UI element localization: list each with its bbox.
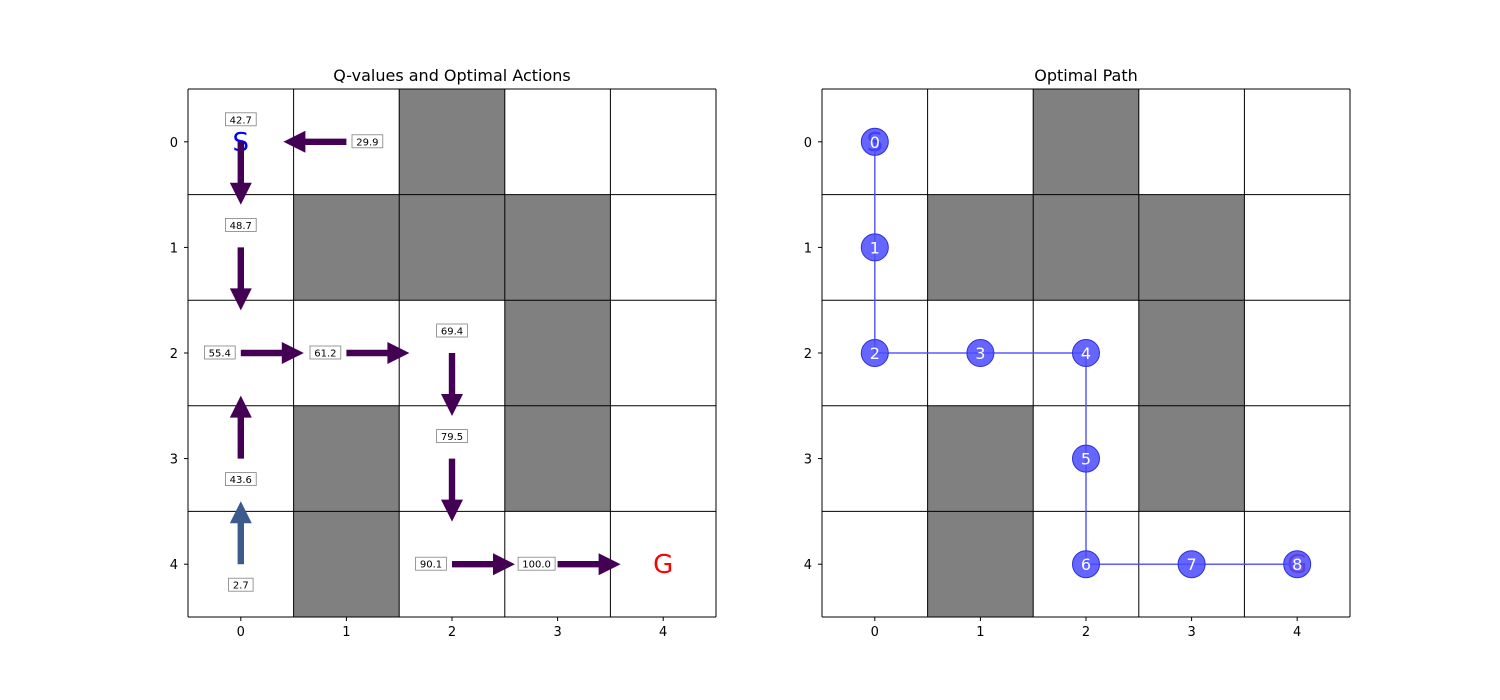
goal-label: G xyxy=(653,550,673,580)
q-value-box xyxy=(224,112,257,127)
path-point xyxy=(966,339,995,367)
y-tick-label: 0 xyxy=(804,136,812,151)
q-value-box xyxy=(436,429,468,444)
wall-cell xyxy=(504,194,611,301)
action-arrow xyxy=(240,342,304,364)
path-step-label: 6 xyxy=(1081,555,1091,574)
path-step-label: 3 xyxy=(975,344,985,363)
optimal-path-panel: 0123401234SG012345678 xyxy=(804,88,1351,640)
wall-cell xyxy=(1138,194,1245,301)
y-tick-label: 2 xyxy=(804,347,812,362)
wall-cell xyxy=(399,194,505,301)
q-value-label: 90.1 xyxy=(420,560,442,571)
wall-cell xyxy=(504,300,611,406)
action-arrow xyxy=(557,553,621,576)
path-step-label: 5 xyxy=(1081,450,1091,469)
wall-cell xyxy=(293,194,400,301)
q-value-label: 43.6 xyxy=(230,475,252,486)
x-tick-label: 2 xyxy=(1082,625,1090,640)
q-value-box xyxy=(224,472,257,487)
wall-cell xyxy=(1138,300,1245,406)
wall-cell xyxy=(399,89,505,195)
action-arrow xyxy=(441,353,463,416)
action-arrow xyxy=(346,342,410,364)
x-tick-label: 1 xyxy=(342,625,350,640)
path-step-label: 0 xyxy=(870,133,880,152)
q-value-label: 2.7 xyxy=(233,581,249,592)
x-tick-label: 0 xyxy=(871,625,879,640)
path-point xyxy=(1072,339,1100,367)
q-value-box xyxy=(228,577,254,592)
q-value-label: 79.5 xyxy=(441,432,463,443)
x-tick-label: 4 xyxy=(1293,625,1301,640)
y-tick-label: 3 xyxy=(804,453,812,468)
wall-cell xyxy=(927,405,1034,512)
right-chart-title: Optimal Path xyxy=(1034,66,1138,85)
action-arrow xyxy=(441,458,463,522)
action-arrow xyxy=(283,130,347,153)
path-point xyxy=(1177,550,1206,579)
path-step-label: 2 xyxy=(870,344,880,363)
path-point xyxy=(860,339,889,367)
q-value-box xyxy=(309,345,342,360)
path-point xyxy=(860,233,889,262)
left-chart-title: Q-values and Optimal Actions xyxy=(333,66,571,85)
x-tick-label: 1 xyxy=(976,625,984,640)
y-tick-label: 0 xyxy=(170,136,178,151)
path-step-label: 8 xyxy=(1292,555,1302,574)
wall-cell xyxy=(1033,89,1139,195)
x-tick-label: 4 xyxy=(659,625,667,640)
q-value-label: 42.7 xyxy=(230,115,252,126)
action-arrow xyxy=(229,395,252,459)
wall-cell xyxy=(927,194,1034,301)
path-point xyxy=(860,127,889,156)
y-tick-label: 4 xyxy=(804,558,812,573)
y-tick-label: 4 xyxy=(170,558,178,573)
wall-cell xyxy=(293,511,400,617)
q-value-label: 69.4 xyxy=(441,327,463,338)
wall-cell xyxy=(1138,405,1245,512)
wall-cell xyxy=(293,405,400,512)
path-point xyxy=(1283,550,1312,579)
x-tick-label: 3 xyxy=(1187,625,1195,640)
y-tick-label: 1 xyxy=(170,241,178,256)
q-value-box xyxy=(351,134,384,149)
path-point xyxy=(1072,444,1100,473)
q-value-box xyxy=(203,345,236,360)
q-value-box xyxy=(415,556,447,571)
q-value-label: 100.0 xyxy=(522,560,551,571)
x-tick-label: 3 xyxy=(553,625,561,640)
q-value-box xyxy=(224,217,257,232)
wall-cell xyxy=(927,511,1034,617)
q-value-label: 55.4 xyxy=(209,349,231,360)
y-tick-label: 1 xyxy=(804,241,812,256)
path-point xyxy=(1072,550,1100,579)
q-value-label: 29.9 xyxy=(356,137,378,148)
q-value-label: 48.7 xyxy=(230,221,252,232)
x-tick-label: 2 xyxy=(448,625,456,640)
y-tick-label: 3 xyxy=(170,453,178,468)
action-arrow xyxy=(229,247,252,311)
path-step-label: 4 xyxy=(1081,344,1091,363)
action-arrow xyxy=(229,141,252,205)
wall-cell xyxy=(504,405,611,512)
path-step-label: 1 xyxy=(870,238,880,257)
q-value-box xyxy=(517,556,556,571)
action-arrow xyxy=(229,501,252,565)
y-tick-label: 2 xyxy=(170,347,178,362)
path-step-label: 7 xyxy=(1187,555,1197,574)
action-arrow xyxy=(452,553,515,576)
q-value-label: 61.2 xyxy=(314,349,336,360)
wall-cell xyxy=(1033,194,1139,301)
q-values-panel: 0123401234SG42.729.948.755.461.269.443.6… xyxy=(170,88,717,640)
q-value-box xyxy=(436,323,468,338)
x-tick-label: 0 xyxy=(237,625,245,640)
